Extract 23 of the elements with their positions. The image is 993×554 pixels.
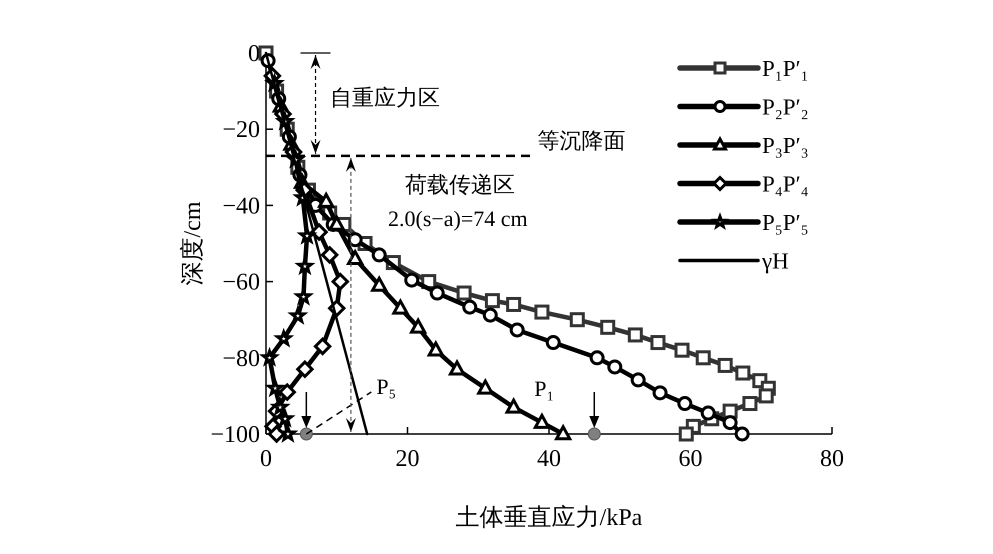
y-tick-label: −40 [222,193,260,220]
annotation: P₁ [534,376,554,401]
legend-label: P₃P′₃ [762,133,809,158]
annotation: 自重应力区 [330,85,440,110]
x-tick-label: 40 [537,446,561,472]
annotation: 2.0(s−a)=74 cm [388,206,528,231]
legend-label: γH [761,248,789,274]
x-tick-label: 80 [820,446,844,472]
y-tick-label: −20 [222,117,260,144]
y-tick-label: −80 [222,346,260,372]
annotation: 荷载传递区 [405,172,515,197]
annotation: P₅ [376,374,396,399]
x-tick-label: 60 [678,446,702,472]
y-tick-label: −100 [210,422,260,448]
x-axis-title: 土体垂直应力/kPa [456,504,643,531]
y-axis-title: 深度/cm [179,201,206,286]
legend-label: P₄P′₄ [762,172,809,196]
legend-label: P₂P′₂ [762,94,809,120]
legend-label: P₅P′₅ [762,210,809,235]
ref-line-label: 等沉降面 [538,128,626,153]
x-tick-label: 20 [396,446,420,472]
legend-label: P₁P′₁ [762,56,809,81]
y-tick-label: −60 [222,270,260,296]
